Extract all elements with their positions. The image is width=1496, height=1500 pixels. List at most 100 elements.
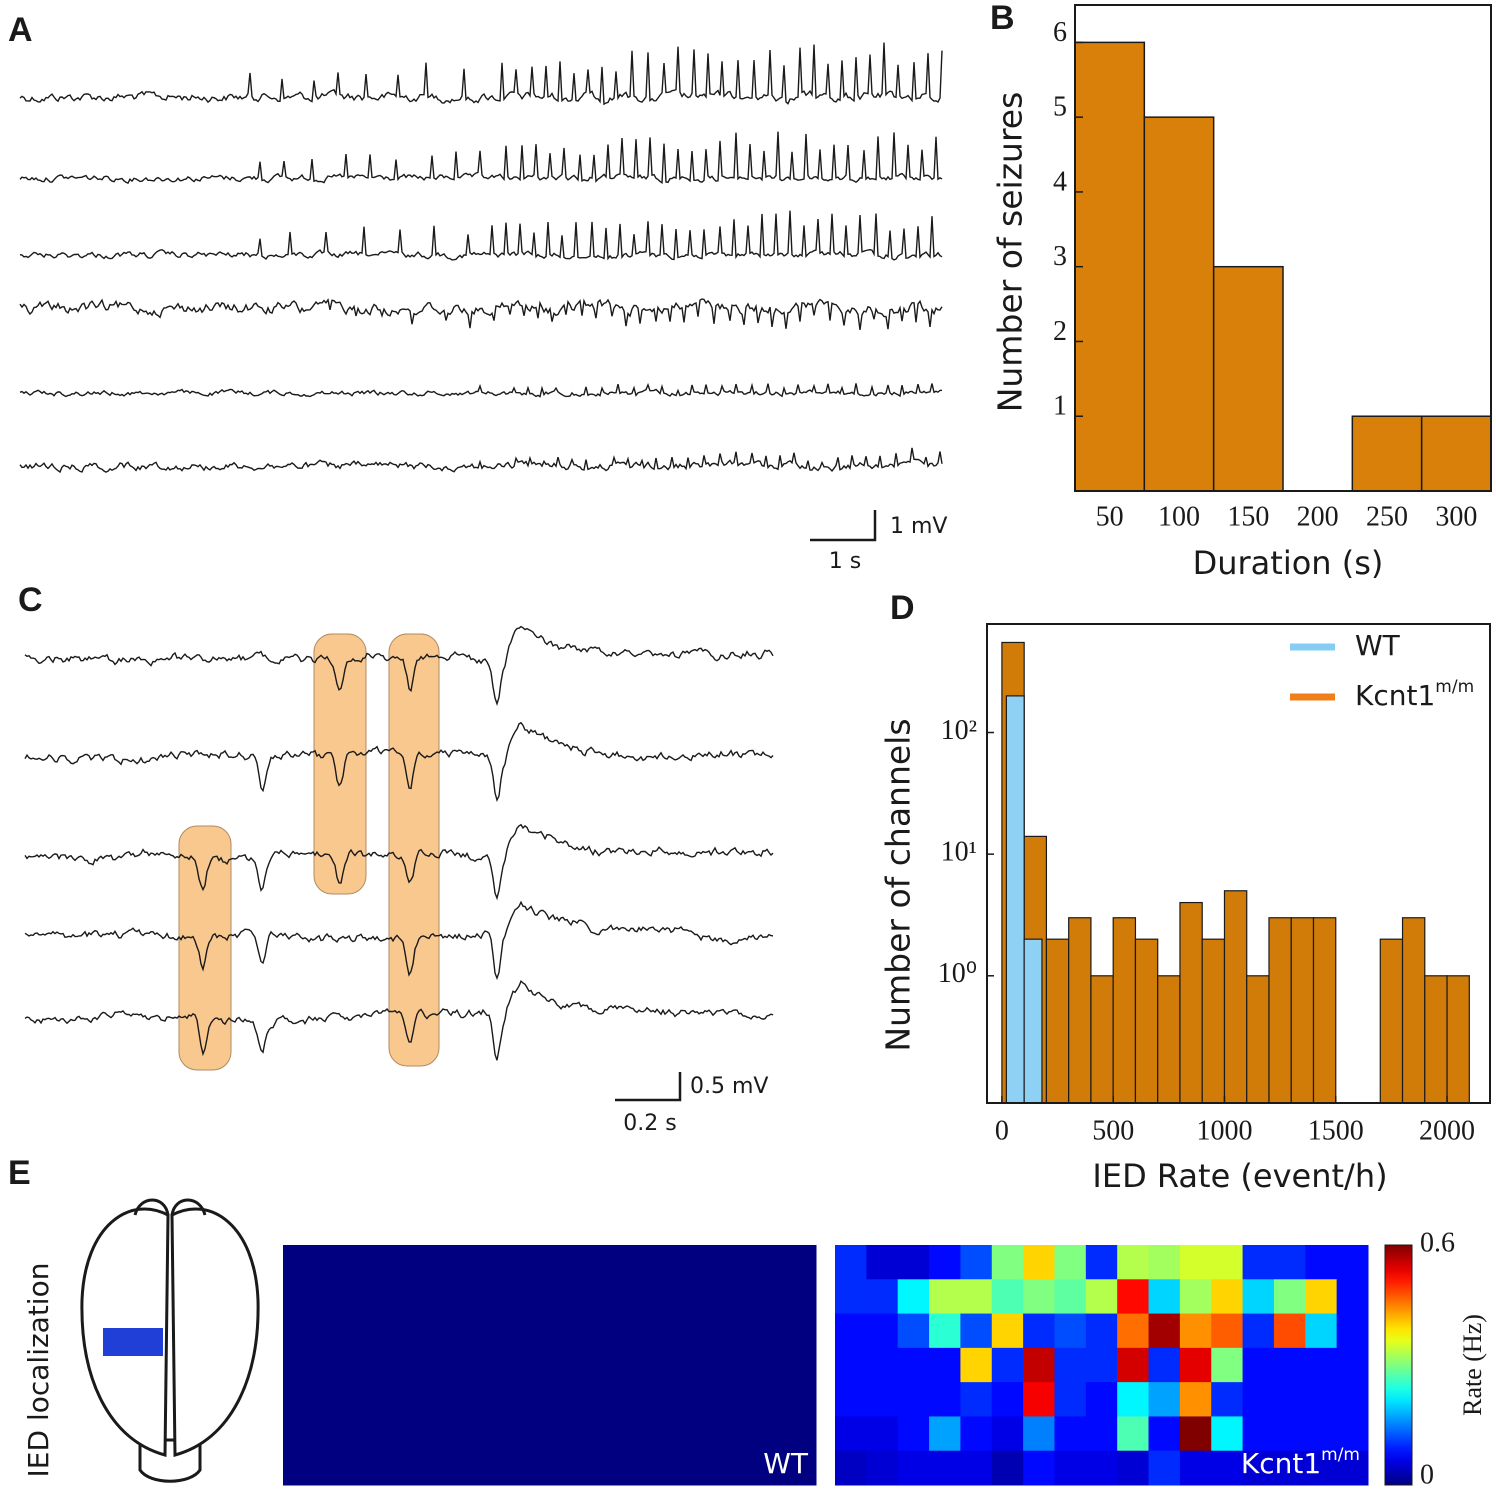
heatmap-cell bbox=[1179, 1279, 1212, 1315]
heatmap-cell bbox=[1336, 1416, 1369, 1452]
heatmap-cell bbox=[1273, 1245, 1306, 1280]
heatmap-cell bbox=[784, 1279, 817, 1315]
eeg-trace bbox=[19, 298, 943, 330]
heatmap-cell bbox=[991, 1382, 1024, 1417]
heatmap-cell bbox=[1148, 1347, 1181, 1383]
histogram-bar bbox=[1045, 938, 1070, 1104]
heatmap-cell bbox=[835, 1313, 867, 1349]
heatmap-cell bbox=[960, 1347, 993, 1383]
colorbar-tick-label: 0 bbox=[1420, 1459, 1434, 1490]
heatmap-cell bbox=[408, 1450, 441, 1486]
heatmap-cell bbox=[345, 1347, 378, 1383]
heatmap-cell bbox=[1179, 1382, 1212, 1417]
heatmap-cell bbox=[627, 1279, 660, 1315]
heatmap-cell bbox=[1117, 1313, 1150, 1349]
heatmap-cell bbox=[502, 1313, 535, 1349]
heatmap-cell bbox=[1085, 1245, 1118, 1280]
heatmap-cell bbox=[533, 1416, 566, 1452]
bar bbox=[1351, 415, 1423, 492]
y-axis-label: Number of seizures bbox=[991, 92, 1030, 413]
heatmap-cell bbox=[408, 1245, 441, 1280]
y-tick-label: 10⁰ bbox=[938, 958, 977, 989]
heatmap-cell bbox=[533, 1245, 566, 1280]
lfp-trace bbox=[24, 900, 774, 981]
scale-bar bbox=[810, 510, 877, 542]
highlight bbox=[178, 825, 232, 1071]
heatmap-cell bbox=[835, 1245, 867, 1280]
plot-frame bbox=[986, 623, 1491, 1104]
colorbar bbox=[1384, 1244, 1413, 1486]
map-label-superscript: m/m bbox=[1321, 1445, 1360, 1465]
heatmap-cell bbox=[377, 1279, 409, 1315]
heatmap-cell bbox=[1305, 1245, 1338, 1280]
heatmap-cell bbox=[721, 1313, 754, 1349]
heatmap-cell bbox=[627, 1450, 660, 1486]
scale-label: 1 s bbox=[829, 549, 861, 574]
legend-label: Kcnt1m/m bbox=[1355, 677, 1474, 712]
heatmap-cell bbox=[1085, 1416, 1118, 1452]
bar bbox=[1212, 265, 1284, 492]
heatmap-cell bbox=[471, 1245, 503, 1280]
lfp-trace bbox=[24, 625, 774, 706]
heatmap-cell bbox=[471, 1313, 503, 1349]
lfp-trace bbox=[24, 823, 774, 901]
legend-label: WT bbox=[1355, 629, 1401, 662]
heatmap-cell bbox=[1179, 1416, 1212, 1452]
heatmap-cell bbox=[345, 1416, 378, 1452]
heatmap-cell bbox=[408, 1347, 441, 1383]
heatmap-cell bbox=[784, 1347, 817, 1383]
heatmap-cell bbox=[627, 1382, 660, 1417]
heatmap-cell bbox=[659, 1382, 692, 1417]
heatmap-cell bbox=[991, 1416, 1024, 1452]
panel-label: A bbox=[8, 11, 33, 49]
heatmap-cell bbox=[897, 1382, 930, 1417]
histogram-bar bbox=[1201, 938, 1226, 1104]
x-tick-label: 200 bbox=[1297, 501, 1339, 532]
heatmap-cell bbox=[408, 1416, 441, 1452]
heatmap-cell bbox=[721, 1450, 754, 1486]
heatmap-cell bbox=[596, 1313, 629, 1349]
bar bbox=[1420, 415, 1492, 492]
heatmap-cell bbox=[1054, 1347, 1087, 1383]
heatmap-cell bbox=[1211, 1347, 1244, 1383]
histogram-bar bbox=[1090, 975, 1114, 1104]
heatmap-cell bbox=[897, 1347, 930, 1383]
panel-label: C bbox=[18, 581, 43, 619]
heatmap-cell bbox=[314, 1245, 347, 1280]
heatmap-cell bbox=[439, 1245, 472, 1280]
heatmap-cell bbox=[408, 1313, 441, 1349]
heatmap-cell bbox=[835, 1450, 867, 1486]
heatmap-cell bbox=[1054, 1245, 1087, 1280]
heatmap-cell bbox=[1211, 1313, 1244, 1349]
histogram-bar bbox=[1401, 917, 1426, 1104]
legend-text: Kcnt1 bbox=[1355, 679, 1435, 712]
heatmap-cell bbox=[345, 1382, 378, 1417]
heatmap-cell bbox=[439, 1347, 472, 1383]
heatmap-cell bbox=[1305, 1279, 1338, 1315]
heatmap-cell bbox=[1023, 1347, 1055, 1383]
heatmap-cell bbox=[345, 1313, 378, 1349]
heatmap-cell bbox=[1273, 1347, 1306, 1383]
heatmap-cell bbox=[1305, 1313, 1338, 1349]
heatmap-cell bbox=[835, 1279, 867, 1315]
heatmap-cell bbox=[314, 1279, 347, 1315]
heatmap-cell bbox=[1148, 1416, 1181, 1452]
heatmap-cell bbox=[502, 1382, 535, 1417]
heatmap-cell bbox=[1242, 1382, 1275, 1417]
heatmap-cell bbox=[1242, 1279, 1275, 1315]
heatmap-cell bbox=[721, 1279, 754, 1315]
heatmap-cell bbox=[377, 1245, 409, 1280]
heatmap-cell bbox=[1273, 1313, 1306, 1349]
heatmap-cell bbox=[960, 1416, 993, 1452]
x-axis-label: Duration (s) bbox=[1193, 544, 1384, 582]
histogram-bar bbox=[1312, 917, 1337, 1104]
histogram-bar bbox=[1290, 917, 1315, 1104]
heatmap-cell bbox=[1148, 1245, 1181, 1280]
x-tick-label: 2000 bbox=[1419, 1115, 1475, 1146]
heatmap-cell bbox=[1085, 1450, 1118, 1486]
heatmap-cell bbox=[659, 1450, 692, 1486]
x-tick-label: 300 bbox=[1435, 501, 1477, 532]
heatmap-cell bbox=[1336, 1279, 1369, 1315]
heatmap-cell bbox=[1336, 1347, 1369, 1383]
heatmap-cell bbox=[960, 1279, 993, 1315]
